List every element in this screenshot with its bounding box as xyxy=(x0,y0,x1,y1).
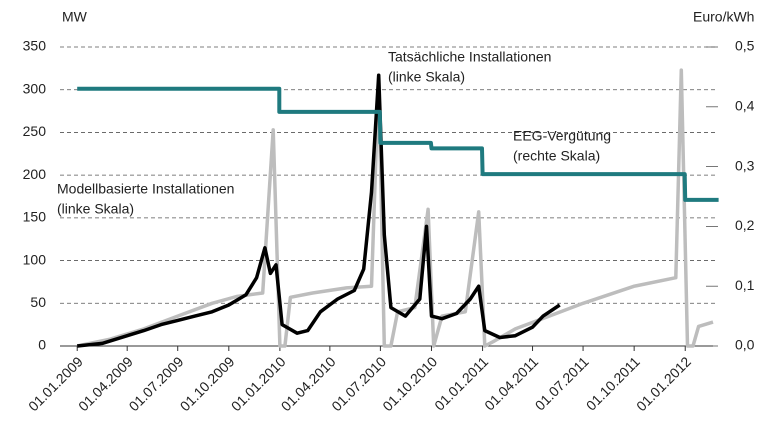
series-note: (linke Skala) xyxy=(388,69,465,85)
y2-tick-label: 0,3 xyxy=(735,157,755,173)
series-note: (rechte Skala) xyxy=(513,148,600,164)
x-tick-label: 01.01.2012 xyxy=(633,353,694,414)
y-tick-label: 150 xyxy=(23,209,47,225)
y2-unit: Euro/kWh xyxy=(693,9,754,25)
y2-tick-label: 0,4 xyxy=(735,98,755,114)
y-tick-label: 200 xyxy=(23,166,47,182)
y-tick-label: 50 xyxy=(30,294,46,310)
y-tick-label: 350 xyxy=(23,38,47,54)
y-tick-label: 0 xyxy=(38,337,46,353)
series-line xyxy=(77,73,561,348)
y-tick-label: 100 xyxy=(23,251,47,267)
x-tick-label: 01.07.2011 xyxy=(532,353,592,413)
y-tick-label: 300 xyxy=(23,80,47,96)
series-label: EEG-Vergütung xyxy=(513,128,611,144)
series-label: Tatsächliche Installationen xyxy=(388,49,551,65)
y2-tick-label: 0,2 xyxy=(735,217,755,233)
series-line xyxy=(77,86,719,202)
y2-tick-label: 0,0 xyxy=(735,337,755,353)
x-tick-label: 01.10.2010 xyxy=(379,353,440,414)
series-note: (linke Skala) xyxy=(57,201,134,217)
y-unit: MW xyxy=(62,9,88,25)
x-tick-label: 01.04.2011 xyxy=(481,353,541,413)
y-tick-label: 250 xyxy=(23,123,47,139)
series-label: Modellbasierte Installationen xyxy=(57,181,234,197)
y2-tick-label: 0,1 xyxy=(735,277,755,293)
series-line xyxy=(76,68,714,348)
y2-tick-label: 0,5 xyxy=(735,38,755,54)
